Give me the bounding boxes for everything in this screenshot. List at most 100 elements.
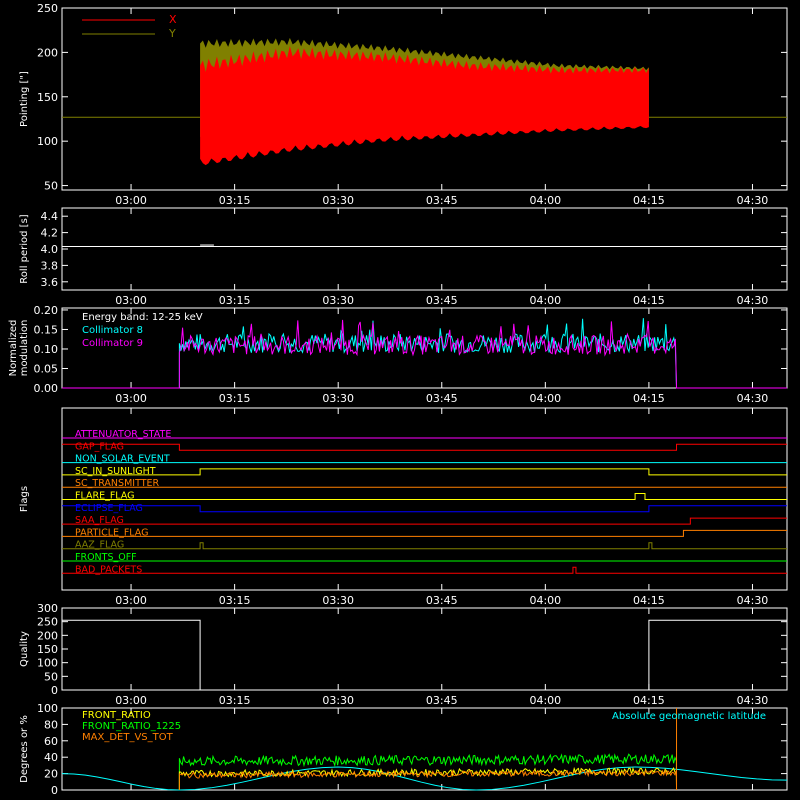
x-tick-label: 04:30 [737, 694, 769, 707]
y-axis-label-line1: Normalized [8, 320, 19, 377]
x-tick-label: 03:45 [426, 694, 458, 707]
x-tick-label: 03:30 [322, 194, 354, 207]
x-tick-label: 03:00 [115, 194, 147, 207]
x-tick-label: 04:00 [529, 594, 561, 607]
x-tick-label: 03:45 [426, 194, 458, 207]
flag-label-flare-flag: FLARE_FLAG [75, 491, 135, 502]
flag-label-non-solar-event: NON_SOLAR_EVENT [75, 454, 170, 465]
x-tick-label: 03:15 [219, 194, 251, 207]
x-tick-label: 03:30 [322, 392, 354, 405]
x-tick-label: 04:15 [633, 694, 665, 707]
flag-line-flare-flag [62, 493, 787, 500]
x-tick-label: 03:30 [322, 594, 354, 607]
flag-label-particle-flag: PARTICLE_FLAG [75, 527, 148, 538]
legend-label-collimator-9: Collimator 9 [82, 338, 143, 349]
geomagnetic-latitude-line [61, 766, 788, 791]
flag-line-eclipse-flag [62, 505, 787, 513]
flag-label-bad-packets: BAD_PACKETS [75, 564, 142, 575]
ratio-series-max-det-vs-tot [178, 769, 678, 791]
pointing-series-x [200, 46, 649, 166]
x-tick-label: 03:15 [219, 294, 251, 307]
x-tick-label: 03:30 [322, 694, 354, 707]
y-tick-label: 0.15 [34, 323, 59, 336]
x-tick-label: 04:30 [737, 194, 769, 207]
x-tick-label: 04:30 [737, 392, 769, 405]
x-tick-label: 04:30 [737, 594, 769, 607]
y-tick-label: 200 [37, 629, 58, 642]
y-tick-label: 3.6 [41, 276, 59, 289]
y-axis-label: Normalized modulation [8, 320, 30, 377]
y-tick-label: 150 [37, 91, 58, 104]
y-tick-label: 0.20 [34, 304, 59, 317]
y-tick-label: 20 [44, 768, 58, 781]
y-tick-label: 80 [44, 718, 58, 731]
x-tick-label: 03:30 [322, 294, 354, 307]
legend-label-y: Y [168, 27, 176, 40]
y-tick-label: 150 [37, 643, 58, 656]
x-tick-label: 03:15 [219, 594, 251, 607]
plot-frame-pointing [61, 7, 788, 191]
flag-line-bad-packets [62, 566, 787, 574]
legend-label-front-ratio: FRONT_RATIO [82, 710, 151, 721]
y-tick-label: 50 [44, 180, 58, 193]
x-tick-label: 03:00 [115, 594, 147, 607]
y-tick-label: 4.2 [41, 227, 59, 240]
legend-label-front-ratio-1225: FRONT_RATIO_1225 [82, 721, 181, 732]
y-tick-label: 100 [37, 702, 58, 715]
x-tick-label: 03:00 [115, 294, 147, 307]
legend-label-max-det-vs-tot: MAX_DET_VS_TOT [82, 732, 174, 743]
x-tick-label: 04:00 [529, 294, 561, 307]
flag-line-particle-flag [62, 529, 787, 537]
plot-frame-modulation [61, 307, 788, 389]
y-tick-label: 40 [44, 751, 58, 764]
y-tick-label: 3.8 [41, 259, 59, 272]
flag-line-sc-in-sunlight [62, 468, 787, 476]
y-tick-label: 250 [37, 2, 58, 15]
flag-label-attenuator-state: ATTENUATOR_STATE [75, 429, 171, 440]
y-axis-label: Quality [19, 631, 30, 667]
x-tick-label: 04:00 [529, 694, 561, 707]
x-tick-label: 04:15 [633, 594, 665, 607]
x-tick-label: 03:00 [115, 694, 147, 707]
flag-label-sc-in-sunlight: SC_IN_SUNLIGHT [75, 466, 156, 477]
y-tick-label: 0.05 [34, 362, 59, 375]
flag-label-gap-flag: GAP_FLAG [75, 441, 124, 452]
y-tick-label: 0.10 [34, 343, 59, 356]
y-tick-label: 250 [37, 616, 58, 629]
y-axis-label: Flags [19, 486, 30, 512]
geomagnetic-latitude-annotation: Absolute geomagnetic latitude [612, 711, 766, 722]
ratio-series-front-ratio [178, 766, 678, 791]
x-tick-label: 04:15 [633, 194, 665, 207]
y-tick-label: 4.4 [41, 210, 59, 223]
x-tick-label: 04:30 [737, 294, 769, 307]
flag-label-sc-transmitter: SC_TRANSMITTER [75, 478, 160, 489]
x-tick-label: 04:15 [633, 294, 665, 307]
legend-label-collimator-8: Collimator 8 [82, 325, 143, 336]
y-tick-label: 50 [44, 670, 58, 683]
y-tick-label: 200 [37, 46, 58, 59]
y-tick-label: 0 [51, 784, 58, 797]
y-tick-label: 300 [37, 602, 58, 615]
plot-frame-ratios [61, 707, 788, 791]
y-tick-label: 0.00 [34, 382, 59, 395]
y-axis-label: Roll period [s] [19, 214, 30, 283]
y-tick-label: 100 [37, 657, 58, 670]
flag-line-aaz-flag [62, 542, 787, 550]
y-tick-label: 60 [44, 735, 58, 748]
energy-band-annotation: Energy band: 12-25 keV [82, 312, 203, 323]
flag-label-eclipse-flag: ECLIPSE_FLAG [75, 503, 143, 514]
flag-label-fronts-off: FRONTS_OFF [75, 552, 137, 563]
y-tick-label: 4.0 [41, 243, 59, 256]
y-axis-label-line2: modulation [19, 320, 30, 377]
plot-frame-roll [61, 207, 788, 291]
x-tick-label: 03:15 [219, 392, 251, 405]
flag-line-saa-flag [62, 517, 787, 525]
flag-label-saa-flag: SAA_FLAG [75, 515, 124, 526]
modulation-series-9 [62, 319, 787, 389]
flag-line-gap-flag [62, 443, 787, 451]
legend-label-x: X [169, 13, 177, 26]
x-tick-label: 04:15 [633, 392, 665, 405]
x-tick-label: 03:45 [426, 392, 458, 405]
x-tick-label: 03:15 [219, 694, 251, 707]
